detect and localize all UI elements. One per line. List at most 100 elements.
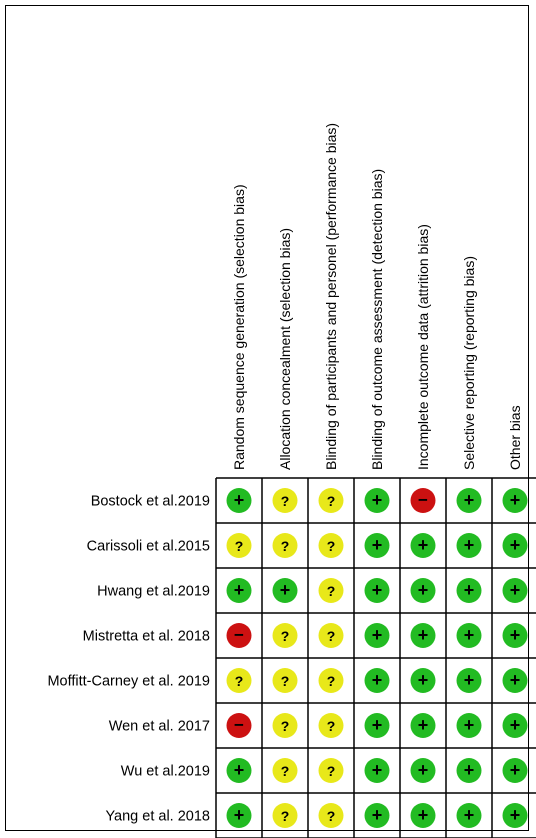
rating-symbol: + (234, 805, 245, 825)
rating-symbol: ? (327, 808, 336, 824)
rating-circle-low (226, 803, 252, 828)
rating-symbol: ? (281, 673, 290, 689)
rating-symbol: + (464, 535, 475, 555)
row-label: Wu et al.2019 (121, 764, 210, 780)
rating-symbol: + (464, 490, 475, 510)
rating-symbol: + (372, 580, 383, 600)
rating-symbol: + (418, 805, 429, 825)
column-label: Blinding of participants and personel (p… (323, 123, 339, 470)
rating-symbol: + (464, 580, 475, 600)
rating-symbol: + (234, 490, 245, 510)
rating-circle-low (226, 578, 252, 603)
rating-circle-low (456, 488, 482, 513)
rating-symbol: + (510, 580, 521, 600)
rating-symbol: + (418, 670, 429, 690)
rating-circle-high (226, 713, 252, 738)
rating-symbol: ? (281, 538, 290, 554)
rating-symbol: + (510, 805, 521, 825)
row-label: Moffitt-Carney et al. 2019 (47, 674, 210, 690)
rating-circle-low (410, 758, 436, 783)
row-label: Carissoli et al.2015 (87, 539, 210, 555)
rating-symbol: ? (327, 718, 336, 734)
rating-circle-low (226, 758, 252, 783)
rating-circle-low (456, 713, 482, 738)
rating-circle-unclear (318, 713, 344, 738)
rating-symbol: + (372, 670, 383, 690)
rating-circle-low (456, 533, 482, 558)
rating-symbol: ? (281, 493, 290, 509)
row-label: Yang et al. 2018 (105, 809, 210, 825)
rating-circle-unclear (272, 533, 298, 558)
rating-symbol: + (418, 535, 429, 555)
rating-circle-unclear (318, 668, 344, 693)
rating-circle-low (364, 713, 390, 738)
rating-circle-high (410, 488, 436, 513)
rating-symbol: + (234, 580, 245, 600)
rating-circle-unclear (272, 803, 298, 828)
rating-symbol: ? (235, 538, 244, 554)
rating-circle-low (364, 533, 390, 558)
rating-symbol: + (418, 625, 429, 645)
rating-circle-unclear (272, 488, 298, 513)
rating-symbol: + (510, 625, 521, 645)
rating-symbol: − (234, 626, 244, 645)
rating-symbol: + (372, 625, 383, 645)
rating-circle-low (410, 533, 436, 558)
rating-circle-low (456, 758, 482, 783)
rating-symbol: + (464, 760, 475, 780)
rating-symbol: + (418, 715, 429, 735)
column-label: Other bias (507, 405, 523, 470)
rating-circle-unclear (318, 533, 344, 558)
rating-symbol: ? (281, 718, 290, 734)
rating-symbol: + (464, 670, 475, 690)
rating-symbol: + (510, 670, 521, 690)
row-label: Mistretta et al. 2018 (83, 629, 210, 645)
rating-symbol: + (464, 715, 475, 735)
rating-circle-low (364, 578, 390, 603)
rating-circle-low (364, 623, 390, 648)
rating-symbol: + (418, 580, 429, 600)
rating-circle-low (502, 668, 528, 693)
rating-symbol: + (510, 715, 521, 735)
rating-circle-unclear (318, 803, 344, 828)
rating-circle-low (410, 713, 436, 738)
rating-symbol: ? (281, 628, 290, 644)
figure-frame (5, 5, 529, 831)
rating-symbol: + (372, 715, 383, 735)
rating-circle-low (502, 758, 528, 783)
rating-circle-low (226, 488, 252, 513)
rating-symbol: + (372, 760, 383, 780)
rating-symbol: + (464, 805, 475, 825)
rating-circle-low (410, 578, 436, 603)
rating-circle-low (456, 578, 482, 603)
rating-circle-low (502, 488, 528, 513)
rating-circle-low (456, 668, 482, 693)
rating-circle-unclear (226, 533, 252, 558)
rating-circle-unclear (318, 758, 344, 783)
rating-circle-low (410, 668, 436, 693)
rating-circle-low (502, 578, 528, 603)
rating-symbol: + (372, 805, 383, 825)
row-label: Bostock et al.2019 (91, 494, 210, 510)
rating-circle-low (502, 803, 528, 828)
rating-symbol: + (280, 580, 291, 600)
rating-circle-unclear (318, 623, 344, 648)
row-label: Wen et al. 2017 (109, 719, 210, 735)
rating-circle-low (364, 758, 390, 783)
rating-circle-low (364, 668, 390, 693)
rating-circle-low (410, 623, 436, 648)
rating-circle-high (226, 623, 252, 648)
rating-circle-unclear (272, 758, 298, 783)
rating-symbol: ? (327, 628, 336, 644)
rating-symbol: ? (281, 763, 290, 779)
rating-symbol: + (510, 535, 521, 555)
rating-symbol: + (234, 760, 245, 780)
rating-symbol: + (372, 535, 383, 555)
rating-circle-unclear (318, 578, 344, 603)
rating-circle-unclear (226, 668, 252, 693)
rating-circle-low (456, 803, 482, 828)
rating-circle-low (502, 533, 528, 558)
row-label: Hwang et al.2019 (97, 584, 210, 600)
rating-symbol: ? (327, 493, 336, 509)
